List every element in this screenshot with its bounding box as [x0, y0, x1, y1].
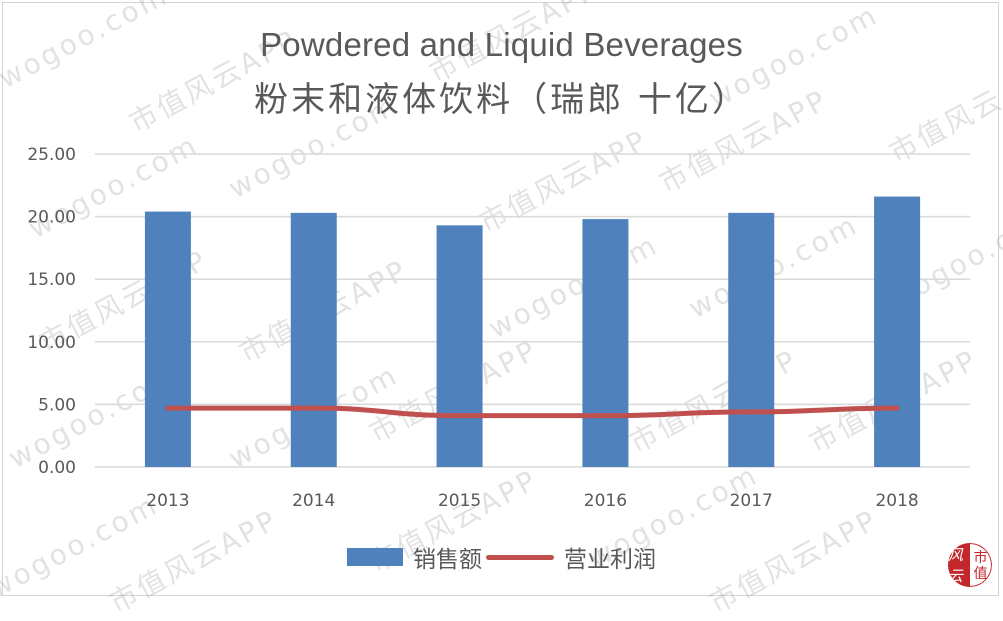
watermark-logo-icon: 风云 市 值 [948, 543, 992, 587]
bar-2014 [290, 212, 337, 467]
gridlines [95, 153, 970, 468]
legend: 销售额 营业利润 [0, 540, 1003, 574]
bar-2013 [144, 211, 191, 467]
logo-left-text: 风云 [948, 543, 970, 587]
logo-char-bottom: 值 [973, 565, 988, 581]
bar-2016 [582, 219, 629, 467]
legend-label-sales: 销售额 [413, 547, 482, 573]
x-tick-label: 2017 [730, 491, 773, 511]
x-tick-label: 2014 [292, 491, 335, 511]
bar-series [144, 196, 921, 467]
line-series [165, 405, 900, 419]
chart-title: Powdered and Liquid Beverages [260, 26, 743, 63]
y-tick-label: 5.00 [38, 395, 76, 415]
legend-item-operating-profit: 营业利润 [482, 540, 656, 574]
x-tick-label: 2018 [875, 491, 918, 511]
y-tick-label: 10.00 [27, 333, 76, 353]
x-tick-label: 2016 [584, 491, 627, 511]
logo-char-top: 市 [973, 549, 988, 565]
y-axis-ticks: 0.00 5.00 10.00 15.00 20.00 25.00 [27, 145, 76, 478]
bar-2015 [436, 225, 483, 467]
operating-profit-line [165, 405, 900, 419]
legend-line-swatch-icon [486, 554, 554, 560]
y-tick-label: 20.00 [27, 208, 76, 228]
x-tick-label: 2013 [146, 491, 189, 511]
y-tick-label: 25.00 [27, 145, 76, 165]
x-tick-label: 2015 [438, 491, 481, 511]
y-tick-label: 15.00 [27, 270, 76, 290]
bar-2017 [728, 212, 775, 467]
y-tick-label: 0.00 [38, 458, 76, 478]
bar-2018 [874, 196, 921, 467]
legend-item-sales: 销售额 [347, 540, 482, 574]
legend-bar-swatch-icon [347, 548, 403, 566]
chart-subtitle: 粉末和液体饮料（瑞郎 十亿） [254, 80, 749, 120]
x-axis-ticks: 2013 2014 2015 2016 2017 2018 [146, 491, 918, 511]
legend-label-operating-profit: 营业利润 [564, 547, 656, 573]
